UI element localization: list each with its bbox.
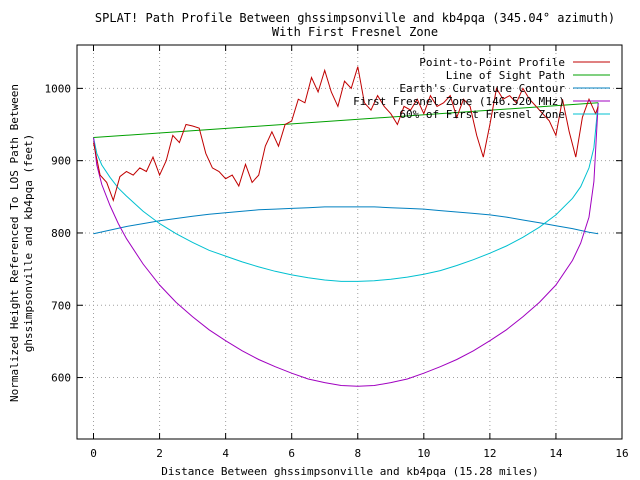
x-tick-label: 8 [354,447,361,460]
y-tick-label: 800 [51,227,71,240]
x-tick-label: 12 [483,447,496,460]
chart-title-line2: With First Fresnel Zone [272,25,438,39]
series-line-1 [93,102,599,138]
y-axis-label-line2: ghssimpsonville and kb4pqa (feet) [22,134,35,353]
plot-frame [76,44,623,440]
legend-label: Point-to-Point Profile [419,56,565,69]
x-tick-label: 6 [288,447,295,460]
legend-label: Earth's Curvature Contour [399,82,565,95]
legend-label: 60% of First Fresnel Zone [399,108,565,121]
legend-label: Line of Sight Path [446,69,565,82]
y-axis-label-line1: Normalized Height Referenced To LOS Path… [8,84,21,402]
series-group [93,66,599,387]
series-line-3 [93,102,599,387]
y-tick-label: 1000 [45,82,72,95]
x-tick-label: 4 [222,447,229,460]
chart-title-line1: SPLAT! Path Profile Between ghssimpsonvi… [95,11,615,25]
x-tick-label: 14 [549,447,563,460]
y-tick-label: 700 [51,299,71,312]
x-tick-label: 10 [417,447,430,460]
series-line-0 [93,66,599,203]
legend-label: First Fresnel Zone (146.520 MHz) [353,95,565,108]
series-line-4 [93,102,599,282]
x-tick-label: 0 [90,447,97,460]
x-axis-label: Distance Between ghssimpsonville and kb4… [161,465,539,478]
x-tick-label: 16 [615,447,628,460]
y-tick-label: 900 [51,155,71,168]
y-tick-label: 600 [51,372,71,385]
axis-ticks: 0 2 4 6 8 10 12 14 16 600 700 800 900 1000 [45,45,629,460]
x-tick-label: 2 [156,447,163,460]
series-line-2 [93,206,599,235]
